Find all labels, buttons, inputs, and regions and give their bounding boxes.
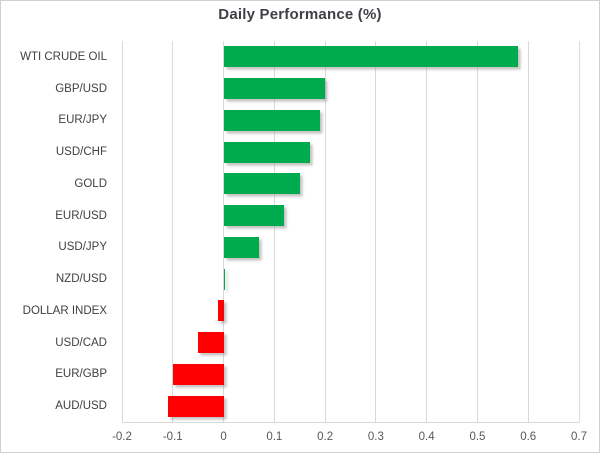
category-label: WTI CRUDE OIL	[20, 50, 107, 63]
x-tick-label: 0.2	[317, 431, 334, 443]
x-tick-label: 0.7	[571, 431, 587, 443]
bar	[223, 173, 300, 195]
x-tick-label: 0.3	[367, 431, 384, 443]
gridline	[172, 41, 174, 422]
gridline	[426, 41, 428, 422]
bar	[223, 78, 326, 100]
gridline	[223, 41, 225, 422]
x-tick-label: 0.5	[469, 431, 486, 443]
x-tick-label: 0.1	[266, 431, 283, 443]
gridline	[527, 41, 529, 422]
category-label: DOLLAR INDEX	[22, 304, 107, 317]
gridline	[476, 41, 478, 422]
x-tick-label: 0	[220, 431, 227, 443]
gridline	[324, 41, 326, 422]
category-label: AUD/USD	[55, 400, 107, 413]
gridline	[375, 41, 377, 422]
category-label: USD/CAD	[55, 336, 107, 349]
gridline	[273, 41, 275, 422]
gridline	[578, 41, 580, 422]
category-label: USD/CHF	[55, 146, 107, 159]
category-label: NZD/USD	[55, 273, 107, 286]
bar	[223, 46, 519, 68]
bar	[167, 395, 224, 417]
bar	[223, 205, 285, 227]
x-tick-label: 0.6	[520, 431, 537, 443]
x-axis-line	[122, 422, 579, 423]
bar	[172, 363, 224, 385]
category-label: GOLD	[74, 177, 107, 190]
bar	[223, 141, 310, 163]
category-label: EUR/GBP	[55, 368, 107, 381]
gridline	[121, 41, 123, 422]
bar	[218, 300, 224, 322]
x-tick-label: -0.2	[112, 431, 132, 443]
category-label: EUR/USD	[55, 209, 107, 222]
bar	[198, 332, 224, 354]
bar	[223, 268, 226, 290]
chart-title: Daily Performance (%)	[218, 6, 382, 23]
x-tick-label: -0.1	[162, 431, 183, 443]
bar	[223, 236, 260, 258]
bar	[223, 109, 321, 131]
category-label: EUR/JPY	[58, 114, 107, 127]
x-tick-label: 0.4	[418, 431, 435, 443]
category-label: USD/JPY	[58, 241, 107, 254]
category-label: GBP/USD	[55, 82, 107, 95]
